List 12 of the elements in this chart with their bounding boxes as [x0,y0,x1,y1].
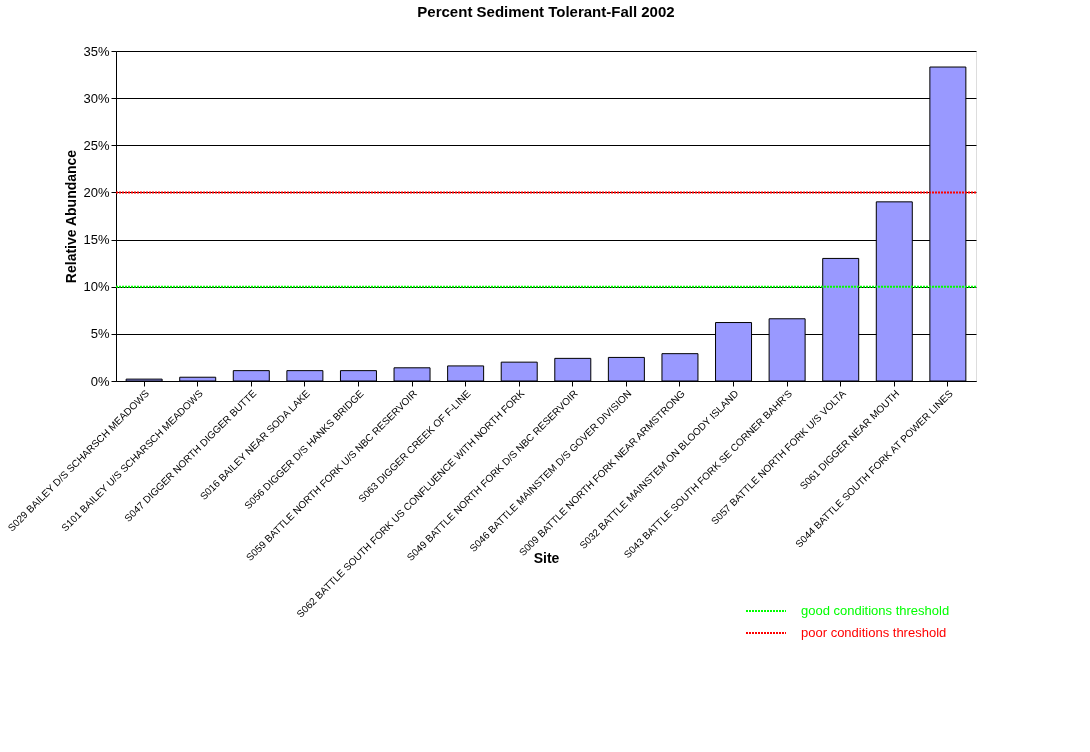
y-tick-label: 10% [83,279,110,295]
legend-label: good conditions threshold [801,603,950,618]
y-tick-label: 0% [90,373,110,389]
chart-title: Percent Sediment Tolerant-Fall 2002 [417,3,675,20]
y-axis-title: Relative Abundance [63,149,80,284]
y-tick-label: 20% [83,184,110,200]
y-tick-label: 5% [90,326,110,342]
legend-label: poor conditions threshold [801,625,947,640]
y-tick-label: 30% [83,90,110,106]
y-tick-label: 35% [83,43,110,59]
y-tick-label: 25% [83,137,110,153]
y-tick-label: 15% [83,232,110,248]
